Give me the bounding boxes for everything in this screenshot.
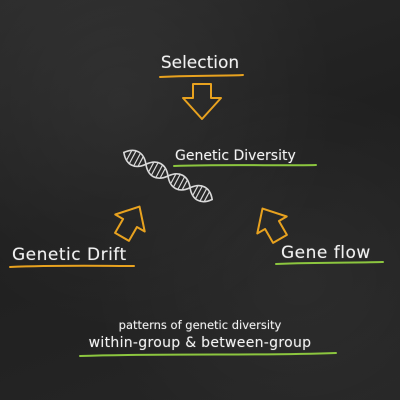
genetic-drift-underline [9,264,135,268]
patterns-caption: patterns of genetic diversity [118,318,282,332]
genetic-drift-arrow-icon [114,205,146,242]
gene-flow-underline [275,261,384,265]
genetic-drift-label: Genetic Drift [12,245,127,265]
gene-flow-arrow-icon [256,207,288,244]
gene-flow-label: Gene flow [281,243,371,263]
dna-helix-icon [123,149,213,203]
groups-underline [79,352,337,357]
genetic-diversity-underline [173,164,317,167]
selection-label: Selection [160,53,240,73]
selection-underline [159,74,244,78]
genetic-diversity-label: Genetic Diversity [175,148,296,164]
groups-caption: within-group & between-group [88,335,312,351]
selection-arrow-icon [182,83,222,120]
